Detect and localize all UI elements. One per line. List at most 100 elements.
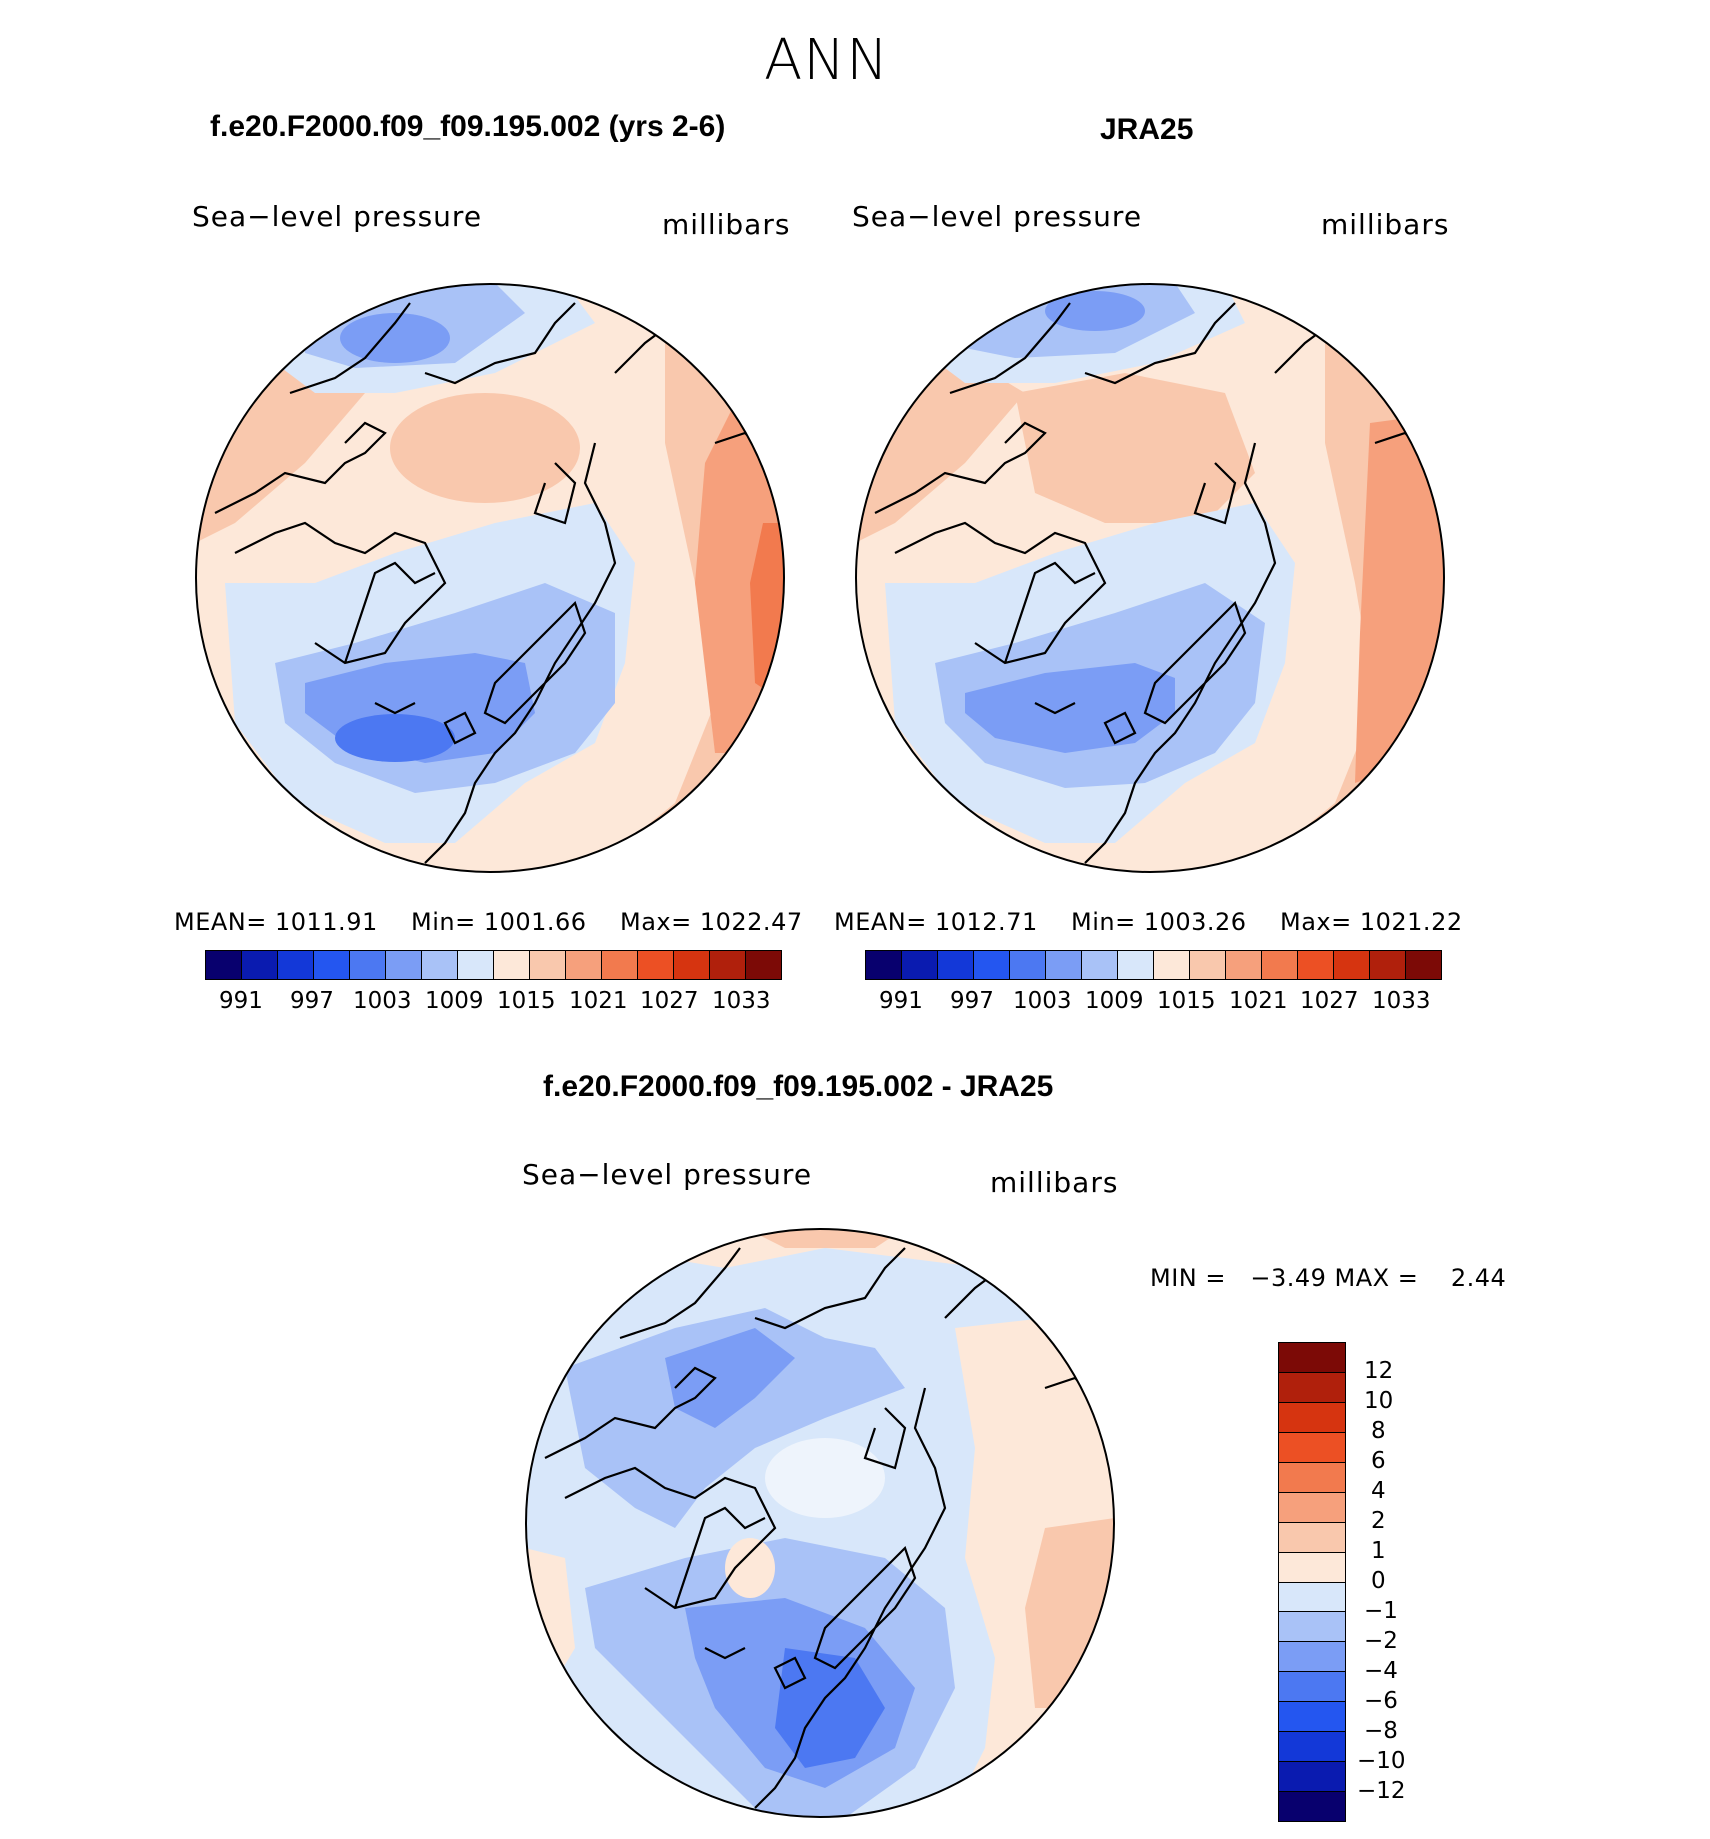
diff-minmax-stat: MIN = −3.49 MAX = 2.44 [1150, 1264, 1507, 1292]
colorbar-swatch [938, 951, 974, 979]
colorbar-swatch [494, 951, 530, 979]
diff-colorbar-tick: −2 [1364, 1628, 1398, 1654]
model-panel-title: f.e20.F2000.f09_f09.195.002 (yrs 2-6) [210, 110, 726, 143]
colorbar-swatch [314, 951, 350, 979]
arctic-high-region [1015, 373, 1255, 523]
diff-colorbar-tick: −8 [1364, 1718, 1398, 1744]
colorbar-swatch [242, 951, 278, 979]
model-max-stat: Max= 1022.47 [620, 908, 803, 936]
colorbar-swatch [422, 951, 458, 979]
colorbar-swatch [1154, 951, 1190, 979]
obs-colorbar-tick: 1003 [1013, 988, 1072, 1014]
colorbar-swatch [1279, 1492, 1345, 1523]
obs-colorbar-tick: 1015 [1157, 988, 1216, 1014]
colorbar-swatch [902, 951, 938, 979]
colorbar-swatch [206, 951, 242, 979]
model-polar-map [195, 283, 785, 873]
diff-colorbar-tick: 10 [1364, 1388, 1394, 1414]
obs-polar-map [855, 283, 1445, 873]
model-colorbar [205, 950, 782, 980]
colorbar-swatch [710, 951, 746, 979]
colorbar-swatch [1226, 951, 1262, 979]
colorbar-swatch [1262, 951, 1298, 979]
model-colorbar-tick: 991 [219, 988, 263, 1014]
colorbar-swatch [1279, 1762, 1345, 1793]
arctic-near-zero [765, 1438, 885, 1518]
colorbar-swatch [530, 951, 566, 979]
colorbar-swatch [1279, 1343, 1345, 1373]
colorbar-swatch [638, 951, 674, 979]
colorbar-swatch [1279, 1732, 1345, 1763]
colorbar-swatch [1279, 1672, 1345, 1703]
model-variable-label: Sea−level pressure [192, 200, 483, 233]
model-units-label: millibars [662, 208, 791, 241]
colorbar-swatch [1279, 1432, 1345, 1463]
season-label: ANN [764, 28, 890, 93]
model-colorbar-tick: 1015 [497, 988, 556, 1014]
colorbar-swatch [1279, 1372, 1345, 1403]
colorbar-swatch [1279, 1612, 1345, 1643]
model-min-stat: Min= 1001.66 [411, 908, 587, 936]
colorbar-swatch [1046, 951, 1082, 979]
obs-max-stat: Max= 1021.22 [1280, 908, 1463, 936]
aleutian-low-core [1045, 291, 1145, 331]
diff-colorbar-tick: −10 [1357, 1748, 1406, 1774]
colorbar-swatch [602, 951, 638, 979]
obs-colorbar [865, 950, 1442, 980]
eurasia-negative-region [565, 1308, 905, 1528]
diff-colorbar-tick: 0 [1371, 1568, 1386, 1594]
diff-colorbar-tick: 8 [1371, 1418, 1386, 1444]
colorbar-swatch [386, 951, 422, 979]
colorbar-swatch [1010, 951, 1046, 979]
model-colorbar-tick: 1027 [640, 988, 699, 1014]
diff-colorbar [1278, 1342, 1346, 1822]
model-colorbar-tick: 997 [290, 988, 334, 1014]
colorbar-swatch [1334, 951, 1370, 979]
colorbar-swatch [746, 951, 781, 979]
obs-min-stat: Min= 1003.26 [1071, 908, 1247, 936]
arctic-positive-spot [725, 1538, 775, 1598]
colorbar-swatch [278, 951, 314, 979]
colorbar-swatch [350, 951, 386, 979]
obs-colorbar-tick: 997 [950, 988, 994, 1014]
obs-variable-label: Sea−level pressure [852, 200, 1143, 233]
colorbar-swatch [1279, 1462, 1345, 1493]
arctic-high-region [390, 393, 580, 503]
colorbar-swatch [974, 951, 1010, 979]
diff-units-label: millibars [990, 1166, 1119, 1199]
diff-colorbar-tick: 2 [1371, 1508, 1386, 1534]
diff-panel-title: f.e20.F2000.f09_f09.195.002 - JRA25 [543, 1070, 1054, 1103]
atlantic-low-mid [965, 663, 1175, 753]
eurasia-negative-core [665, 1328, 795, 1428]
model-colorbar-tick: 1003 [353, 988, 412, 1014]
diff-colorbar-tick: 12 [1364, 1358, 1394, 1384]
obs-mean-stat: MEAN= 1012.71 [834, 908, 1038, 936]
diff-variable-label: Sea−level pressure [522, 1158, 813, 1191]
obs-colorbar-tick: 1021 [1229, 988, 1288, 1014]
obs-panel-title: JRA25 [1100, 113, 1194, 146]
model-colorbar-tick: 1021 [569, 988, 628, 1014]
obs-colorbar-tick: 1009 [1085, 988, 1144, 1014]
colorbar-swatch [458, 951, 494, 979]
colorbar-swatch [1279, 1702, 1345, 1733]
diff-polar-map [525, 1228, 1115, 1818]
model-colorbar-tick: 1033 [712, 988, 771, 1014]
diff-colorbar-tick: −6 [1364, 1688, 1398, 1714]
icelandic-low-core [335, 714, 455, 762]
diff-colorbar-tick: −1 [1364, 1598, 1398, 1624]
colorbar-swatch [1279, 1552, 1345, 1583]
aleutian-low-core [340, 313, 450, 363]
colorbar-swatch [1279, 1642, 1345, 1673]
colorbar-swatch [674, 951, 710, 979]
obs-colorbar-tick: 991 [879, 988, 923, 1014]
colorbar-swatch [1082, 951, 1118, 979]
diff-colorbar-tick: 6 [1371, 1448, 1386, 1474]
colorbar-swatch [1370, 951, 1406, 979]
colorbar-swatch [1406, 951, 1441, 979]
diff-colorbar-tick: −4 [1364, 1658, 1398, 1684]
model-mean-stat: MEAN= 1011.91 [174, 908, 378, 936]
obs-colorbar-tick: 1033 [1372, 988, 1431, 1014]
obs-units-label: millibars [1321, 208, 1450, 241]
diff-colorbar-tick: −12 [1357, 1778, 1406, 1804]
colorbar-swatch [1118, 951, 1154, 979]
